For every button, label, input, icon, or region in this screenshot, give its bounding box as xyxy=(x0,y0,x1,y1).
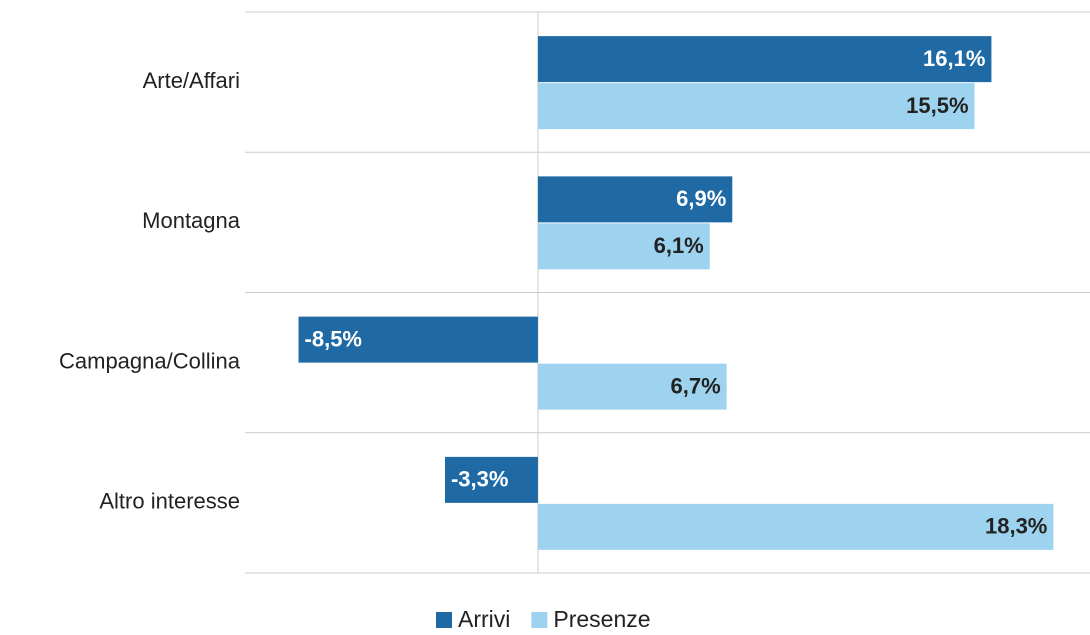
bar xyxy=(537,503,1054,550)
value-label: 15,5% xyxy=(906,93,968,118)
category-label: Montagna xyxy=(142,208,241,233)
legend-swatch xyxy=(436,612,452,628)
legend-label: Arrivi xyxy=(458,606,510,630)
value-label: 6,7% xyxy=(670,373,720,398)
bar xyxy=(537,363,727,410)
value-label: 6,9% xyxy=(676,186,726,211)
legend-swatch xyxy=(531,612,548,628)
bar xyxy=(537,36,992,83)
category-label: Arte/Affari xyxy=(143,68,240,93)
bar xyxy=(444,456,538,503)
value-label: 18,3% xyxy=(985,514,1047,539)
value-label: 16,1% xyxy=(923,46,985,71)
value-label: 6,1% xyxy=(654,233,704,258)
category-label: Campagna/Collina xyxy=(59,348,241,373)
category-label: Altro interesse xyxy=(99,489,240,514)
bar xyxy=(537,83,975,130)
legend-label: Presenze xyxy=(553,606,650,630)
bar xyxy=(537,176,733,223)
bar xyxy=(298,316,538,363)
value-label: -8,5% xyxy=(305,326,362,351)
bar xyxy=(537,223,710,270)
value-label: -3,3% xyxy=(451,467,508,492)
